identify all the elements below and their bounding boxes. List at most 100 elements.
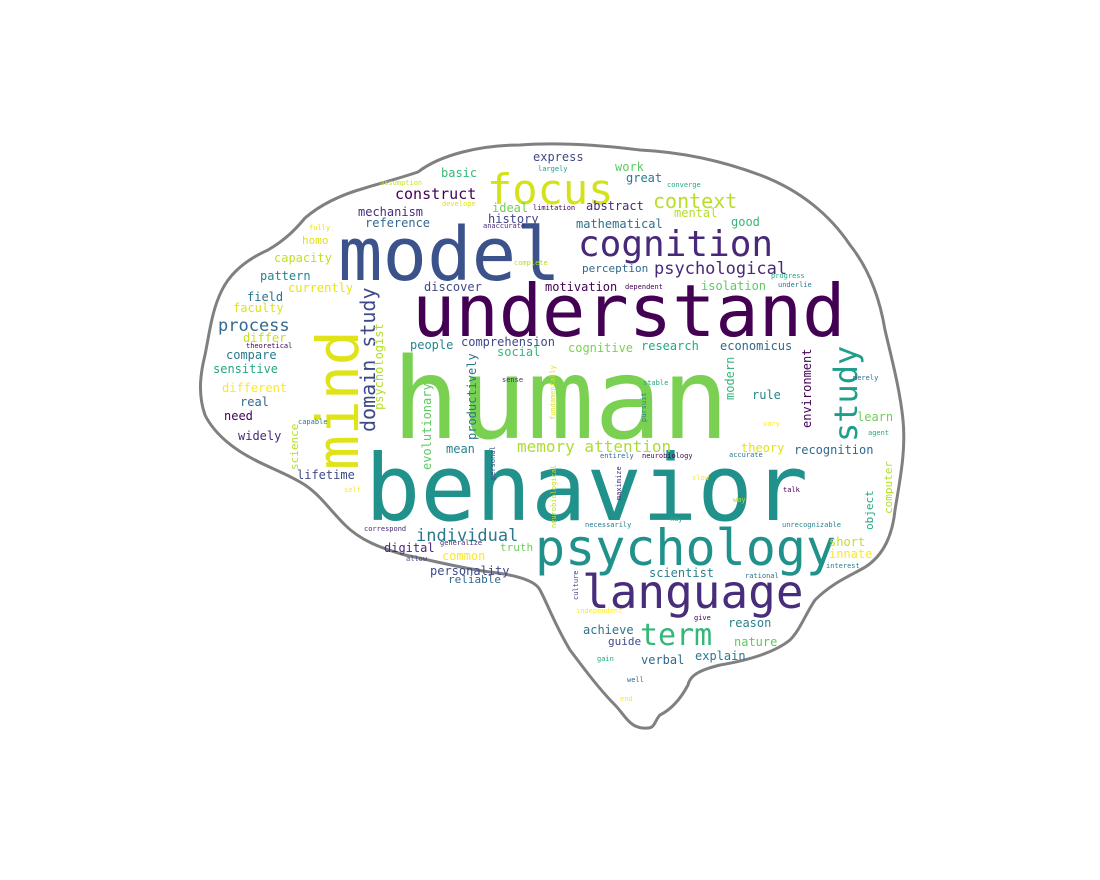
word-capacity: capacity xyxy=(274,251,332,265)
word-social: social xyxy=(497,345,540,359)
word-productively: productively xyxy=(465,353,479,440)
word-isolation: isolation xyxy=(701,279,766,293)
word-research: research xyxy=(641,339,699,353)
word-truth: truth xyxy=(500,541,533,554)
word-innate: innate xyxy=(829,547,872,561)
word-model: model xyxy=(338,212,561,298)
word-human: human xyxy=(392,335,729,465)
word-sense: sense xyxy=(502,376,523,384)
word-science: science xyxy=(288,424,301,470)
word-rule: rule xyxy=(752,388,781,402)
word-accurate: accurate xyxy=(729,451,763,459)
word-underlie: underlie xyxy=(778,281,812,289)
word-self: self xyxy=(344,486,361,494)
word-independent: independent xyxy=(576,607,622,615)
word-talk: talk xyxy=(783,486,801,494)
word-pattern: pattern xyxy=(260,269,311,283)
word-term: term xyxy=(640,618,712,653)
word-economicus: economicus xyxy=(720,339,792,353)
word-explain: explain xyxy=(695,649,746,663)
word-express: express xyxy=(533,150,584,164)
word-cognitive: cognitive xyxy=(568,341,633,355)
word-comprehension: comprehension xyxy=(461,335,555,349)
word-digital: digital xyxy=(384,541,435,555)
word-environment: environment xyxy=(800,349,814,428)
word-entirely: entirely xyxy=(600,452,634,460)
word-great: great xyxy=(626,171,662,185)
word-unrecognizable: unrecognizable xyxy=(782,521,841,529)
word-reliable: reliable xyxy=(448,573,501,586)
word-vary: vary xyxy=(763,420,780,428)
word-domain-study: domain study xyxy=(356,288,380,433)
word-personality: personality xyxy=(430,564,509,578)
word-converge: converge xyxy=(667,181,701,189)
word-way: way xyxy=(733,496,746,504)
word-understand: understand xyxy=(412,269,845,353)
word-nature: nature xyxy=(734,635,777,649)
word-context: context xyxy=(653,189,737,213)
word-behavior: behavior xyxy=(365,435,808,542)
word-mechanism: mechanism xyxy=(358,205,423,219)
word-key: key xyxy=(670,515,683,523)
word-psychologist: psychologist xyxy=(372,323,386,410)
word-rational: rational xyxy=(745,572,779,580)
word-people: people xyxy=(410,338,453,352)
word-basic: basic xyxy=(441,166,477,180)
word-agent: agent xyxy=(868,429,889,437)
word-mind: mind xyxy=(304,330,372,470)
word-mental: mental xyxy=(674,206,717,220)
word-field: field xyxy=(247,290,283,304)
word-widely: widely xyxy=(238,429,281,443)
word-culture: culture xyxy=(572,570,580,600)
word-ideal: ideal xyxy=(492,201,528,215)
word-merely: merely xyxy=(853,374,878,382)
word-interest: interest xyxy=(826,562,860,570)
word-assumption: assumption xyxy=(380,179,422,187)
word-anaccurate: anaccurate xyxy=(483,222,525,230)
word-necessarily: necessarily xyxy=(585,521,631,529)
word-reason: reason xyxy=(728,616,771,630)
word-abstract: abstract xyxy=(586,199,644,213)
word-work: work xyxy=(615,160,645,174)
brain-outline xyxy=(199,142,906,730)
word-develope: develope xyxy=(442,200,476,208)
word-motivation: motivation xyxy=(545,280,617,294)
word-personal: personal xyxy=(489,446,497,480)
word-dependent: dependent xyxy=(625,283,663,291)
word-fully: fully xyxy=(309,224,330,232)
word-correspond: correspond xyxy=(364,525,406,533)
word-compare: compare xyxy=(226,348,277,362)
word-neurobiology: neurobiology xyxy=(642,452,693,460)
word-sensitive: sensitive xyxy=(213,362,278,376)
word-gain: gain xyxy=(597,655,614,663)
word-differ: differ xyxy=(243,331,286,345)
word-individual: individual xyxy=(416,526,518,546)
word-psychology: psychology xyxy=(535,519,836,577)
word-modern: modern xyxy=(723,357,737,400)
word-mathematical: mathematical xyxy=(576,217,663,231)
word-language: language xyxy=(582,565,804,619)
word-currently: currently xyxy=(288,281,353,295)
word-psychological: psychological xyxy=(654,259,787,279)
word-short: short xyxy=(829,535,865,549)
word-progress: progress xyxy=(771,272,805,280)
word-discover: discover xyxy=(424,280,482,294)
word-recognition: recognition xyxy=(794,443,873,457)
word-scientist: scientist xyxy=(649,566,714,580)
word-cognition: cognition xyxy=(578,224,773,265)
word-learn: learn xyxy=(857,410,893,424)
word-generalize: generalize xyxy=(440,539,482,547)
word-allow: allow xyxy=(406,555,428,563)
word-object: object xyxy=(863,490,876,530)
word-history: history xyxy=(488,212,539,226)
word-real: real xyxy=(240,395,269,409)
word-theoretical: theoretical xyxy=(246,342,292,350)
word-maximize: maximize xyxy=(615,466,623,500)
word-achieve: achieve xyxy=(583,623,634,637)
word-evolutionary: evolutionary xyxy=(420,383,434,470)
word-mean: mean xyxy=(446,442,475,456)
word-guide: guide xyxy=(608,635,641,648)
word-end: end xyxy=(620,695,633,703)
word-limitation: limitation xyxy=(533,204,575,212)
